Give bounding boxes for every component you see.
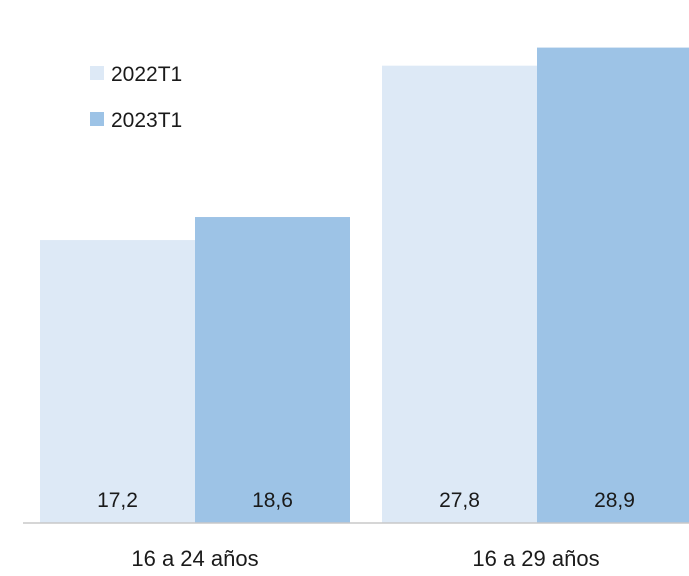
data-label: 17,2 xyxy=(97,489,138,512)
legend-item-2022T1: 2022T1 xyxy=(90,63,182,86)
data-label: 28,9 xyxy=(594,489,635,512)
x-tick-label: 16 a 29 años xyxy=(472,546,599,571)
x-tick-labels: 16 a 24 años 16 a 29 años xyxy=(131,546,599,571)
legend-item-2023T1: 2023T1 xyxy=(90,109,182,132)
legend-swatch-2022T1 xyxy=(90,66,104,80)
bar-2023T1-2 xyxy=(537,47,689,523)
legend-label-2022T1: 2022T1 xyxy=(111,63,182,86)
data-label: 27,8 xyxy=(439,489,480,512)
bar-2022T1-1 xyxy=(40,240,195,523)
legend-swatch-2023T1 xyxy=(90,112,104,126)
legend-label-2023T1: 2023T1 xyxy=(111,109,182,132)
bar-2023T1-1 xyxy=(195,217,350,523)
x-tick-label: 16 a 24 años xyxy=(131,546,258,571)
data-labels-group: 17,2 18,6 27,8 28,9 xyxy=(97,489,635,512)
legend: 2022T1 2023T1 xyxy=(90,63,182,132)
bar-2022T1-2 xyxy=(382,65,537,523)
data-label: 18,6 xyxy=(252,489,293,512)
bars-group xyxy=(40,47,689,523)
